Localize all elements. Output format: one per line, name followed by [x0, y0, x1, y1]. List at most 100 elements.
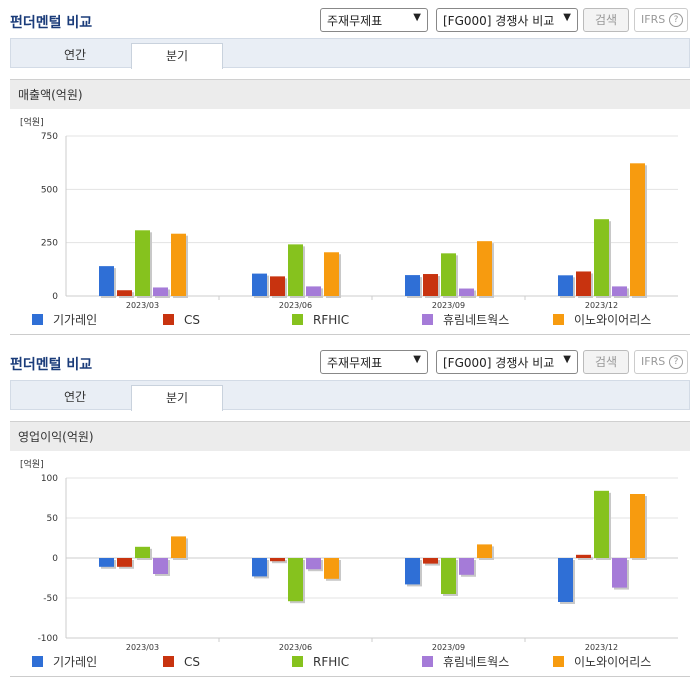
bar	[477, 241, 492, 296]
chevron-down-icon: ▼	[413, 12, 421, 23]
legend-label: RFHIC	[313, 313, 350, 327]
legend-swatch	[422, 656, 433, 667]
legend-swatch	[32, 656, 43, 667]
y-tick-label: 750	[41, 132, 58, 142]
bar	[153, 558, 168, 574]
panel-title: 펀더멘털 비교	[10, 15, 93, 31]
bar	[171, 233, 186, 296]
y-tick-label: 0	[52, 554, 58, 564]
bar	[306, 558, 321, 570]
legend-swatch	[553, 314, 564, 325]
legend-label: 이노와이어리스	[574, 313, 652, 327]
tab-quarterly[interactable]: 분기	[131, 385, 223, 411]
legend-item: 휴림네트웍스	[422, 654, 509, 670]
bar	[153, 287, 168, 296]
bar	[405, 558, 420, 585]
x-tick-label: 2023/12	[585, 301, 618, 310]
x-tick-label: 2023/09	[432, 643, 465, 652]
bar	[459, 558, 474, 575]
bar	[252, 558, 267, 577]
bar	[612, 558, 627, 588]
operating-profit-chart: [억원] -100 -50 0 50 100 2023/03 2023/06 2023/09 20…	[10, 452, 690, 652]
x-tick-label: 2023/06	[279, 643, 312, 652]
competitor-group-select[interactable]: [FG000] 경쟁사 비교 ▼	[436, 8, 578, 32]
y-tick-label: -100	[38, 634, 59, 644]
ifrs-button[interactable]: IFRS ?	[634, 8, 688, 32]
bar	[288, 558, 303, 602]
y-unit-label: [억원]	[20, 116, 44, 128]
bar	[99, 558, 114, 567]
ifrs-label: IFRS	[641, 355, 666, 368]
bar	[135, 546, 150, 558]
tab-annual[interactable]: 연간	[63, 390, 87, 404]
help-icon: ?	[669, 13, 683, 27]
bar	[252, 273, 267, 296]
bar	[135, 230, 150, 296]
legend-swatch	[292, 656, 303, 667]
divider	[10, 676, 690, 677]
legend-swatch	[422, 314, 433, 325]
revenue-chart-svg: [억원] 0 250 500 750 2023/03 2023/06 2023/09 2023/…	[20, 116, 678, 310]
tab-quarterly[interactable]: 분기	[131, 43, 223, 69]
period-tabs: 연간 분기	[10, 38, 690, 69]
bar	[630, 163, 645, 296]
bar	[405, 275, 420, 296]
panel-title: 펀더멘털 비교	[10, 357, 93, 373]
bar	[324, 252, 339, 296]
legend-swatch	[553, 656, 564, 667]
legend-swatch	[292, 314, 303, 325]
legend-item: RFHIC	[292, 654, 349, 670]
y-tick-label: 500	[41, 185, 58, 195]
bar	[477, 544, 492, 558]
chevron-down-icon: ▼	[563, 12, 571, 23]
statement-type-value: 주재무제표	[327, 14, 383, 28]
bar	[270, 558, 285, 562]
bar	[117, 290, 132, 296]
y-tick-label: 50	[47, 514, 59, 524]
y-tick-label: -50	[43, 594, 58, 604]
legend-item: 이노와이어리스	[553, 654, 651, 670]
section-title: 영업이익(억원)	[10, 421, 690, 451]
competitor-group-value: [FG000] 경쟁사 비교	[443, 14, 555, 28]
legend-item: CS	[163, 312, 200, 328]
statement-type-select[interactable]: 주재무제표 ▼	[320, 350, 428, 374]
statement-type-select[interactable]: 주재무제표 ▼	[320, 8, 428, 32]
ifrs-label: IFRS	[641, 13, 666, 26]
search-button[interactable]: 검색	[583, 350, 629, 374]
bar	[594, 490, 609, 558]
competitor-group-select[interactable]: [FG000] 경쟁사 비교 ▼	[436, 350, 578, 374]
legend-swatch	[163, 314, 174, 325]
bar	[594, 219, 609, 296]
bar	[171, 536, 186, 558]
bar	[117, 558, 132, 567]
chevron-down-icon: ▼	[413, 354, 421, 365]
bar	[558, 275, 573, 296]
x-tick-label: 2023/03	[126, 643, 159, 652]
ifrs-button[interactable]: IFRS ?	[634, 350, 688, 374]
section-title: 매출액(억원)	[10, 79, 690, 109]
bar	[270, 276, 285, 296]
tab-annual[interactable]: 연간	[63, 48, 87, 62]
fundamental-panel-operating-profit: 펀더멘털 비교 주재무제표 ▼ [FG000] 경쟁사 비교 ▼ 검색 IFRS…	[0, 342, 696, 684]
statement-type-value: 주재무제표	[327, 356, 383, 370]
chart-legend: 기가레인 CS RFHIC 휴림네트웍스 이노와이어리스	[10, 310, 690, 330]
bar	[441, 558, 456, 594]
bar	[423, 274, 438, 296]
bar	[324, 558, 339, 579]
legend-item: RFHIC	[292, 312, 349, 328]
competitor-group-value: [FG000] 경쟁사 비교	[443, 356, 555, 370]
x-tick-label: 2023/06	[279, 301, 312, 310]
bar-shadow	[272, 560, 287, 564]
search-button[interactable]: 검색	[583, 8, 629, 32]
bar	[612, 286, 627, 296]
legend-label: 기가레인	[53, 313, 98, 327]
bar	[558, 558, 573, 602]
bar	[423, 558, 438, 564]
x-tick-label: 2023/03	[126, 301, 159, 310]
bar	[459, 288, 474, 296]
legend-label: 휴림네트웍스	[443, 313, 510, 327]
operating-profit-chart-svg: [억원] -100 -50 0 50 100 2023/03 2023/06 2023/09 20…	[20, 458, 678, 652]
divider	[10, 334, 690, 335]
x-tick-label: 2023/12	[585, 643, 618, 652]
bar	[576, 271, 591, 296]
